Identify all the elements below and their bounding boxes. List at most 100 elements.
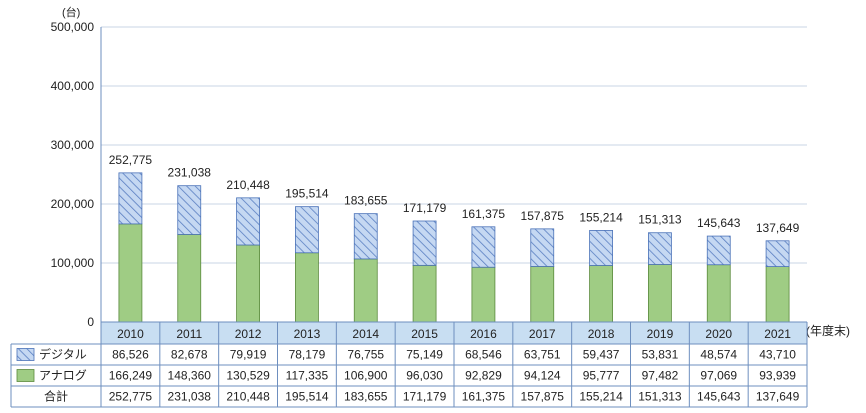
table-cell-digital: 75,149 [406,348,443,362]
category-label: 2021 [764,327,791,341]
bar-digital-2016 [471,226,496,268]
table-cell-digital: 76,755 [347,348,384,362]
total-label: 161,375 [462,207,506,221]
table-cell-total: 252,775 [109,390,153,404]
total-label: 145,643 [697,216,741,230]
table-cell-analog: 94,124 [524,369,561,383]
total-label: 252,775 [109,153,153,167]
total-label: 171,179 [403,201,447,215]
table-cell-digital: 82,678 [171,348,208,362]
table-cell-analog: 106,900 [344,369,388,383]
table-cell-digital: 59,437 [583,348,620,362]
bar-digital-2014 [353,213,378,260]
category-label: 2017 [529,327,556,341]
bar-analog-2013 [295,252,319,323]
y-tick-label: 0 [87,315,94,329]
table-row [11,386,807,407]
bar-analog-2012 [236,244,260,323]
x-unit-label: (年度末) [806,323,850,338]
table-cell-total: 161,375 [462,390,506,404]
bar-digital-2011 [177,185,202,235]
bar-digital-2015 [412,220,437,266]
category-label: 2015 [411,327,438,341]
total-label: 155,214 [579,210,623,224]
table-cell-total: 151,313 [638,390,682,404]
table-cell-analog: 95,777 [583,369,620,383]
table-cell-analog: 97,069 [700,369,737,383]
category-label: 2018 [588,327,615,341]
table-cell-analog: 117,335 [286,369,329,383]
y-tick-label: 100,000 [51,256,95,270]
total-label: 183,655 [344,194,388,208]
total-label: 137,649 [756,221,800,235]
bar-analog-2014 [353,258,378,323]
table-cell-digital: 48,574 [700,348,737,362]
table-cell-total: 157,875 [521,390,565,404]
table-cell-digital: 79,919 [230,348,267,362]
y-unit-label: (台) [62,5,80,19]
bar-digital-2010 [118,172,143,225]
bar-analog-2016 [471,266,496,323]
category-label: 2012 [235,327,262,341]
y-tick-label: 500,000 [51,20,95,34]
bar-digital-2020 [706,235,731,266]
bar-analog-2020 [706,264,731,323]
table-row [11,344,807,365]
legend-label-analog: アナログ [39,369,87,383]
bar-analog-2019 [648,264,672,323]
total-label: 157,875 [521,209,565,223]
table-cell-total: 137,649 [756,390,800,404]
total-label: 151,313 [638,213,682,227]
table-cell-total: 231,038 [168,390,212,404]
category-label: 2010 [117,327,144,341]
table-cell-total: 195,514 [285,390,329,404]
bar-analog-2017 [530,266,555,323]
category-label: 2014 [352,327,379,341]
bar-digital-2017 [530,228,555,267]
table-cell-analog: 92,829 [465,369,502,383]
table-cell-analog: 97,482 [642,369,679,383]
table-cell-total: 183,655 [344,390,388,404]
total-label: 195,514 [285,187,329,201]
category-label: 2016 [470,327,497,341]
legend-swatch-analog [16,369,35,382]
bar-analog-2015 [412,264,437,323]
table-cell-digital: 78,179 [289,348,326,362]
bar-digital-2013 [295,206,319,254]
y-tick-label: 200,000 [51,197,95,211]
table-cell-digital: 68,546 [465,348,502,362]
bar-digital-2019 [648,232,672,265]
category-label: 2020 [705,327,732,341]
y-tick-label: 400,000 [51,79,95,93]
bar-analog-2021 [765,266,790,323]
table-cell-analog: 166,249 [109,369,153,383]
bar-analog-2010 [118,223,143,323]
table-cell-total: 210,448 [226,390,270,404]
row-label-total: 合計 [44,389,68,404]
table-cell-analog: 93,939 [759,369,796,383]
table-cell-total: 171,179 [403,390,447,404]
table-row [11,365,807,386]
bar-analog-2011 [177,234,202,323]
legend-label-digital: デジタル [39,347,87,362]
bar-digital-2018 [589,230,613,266]
table-cell-analog: 130,529 [226,369,270,383]
total-label: 210,448 [226,178,270,192]
y-tick-label: 300,000 [51,138,95,152]
table-cell-digital: 43,710 [759,348,796,362]
table-cell-total: 155,214 [579,390,623,404]
table-cell-digital: 63,751 [524,348,561,362]
table-cell-analog: 148,360 [168,369,212,383]
bar-digital-2021 [765,240,790,267]
table-cell-analog: 96,030 [406,369,443,383]
table-cell-total: 145,643 [697,390,741,404]
legend-swatch-digital [16,348,35,361]
category-label: 2013 [294,327,321,341]
bar-analog-2018 [589,265,613,323]
category-label: 2011 [176,327,202,341]
table-cell-digital: 86,526 [112,348,149,362]
total-label: 231,038 [168,166,212,180]
table-cell-digital: 53,831 [642,348,679,362]
category-label: 2019 [647,327,674,341]
